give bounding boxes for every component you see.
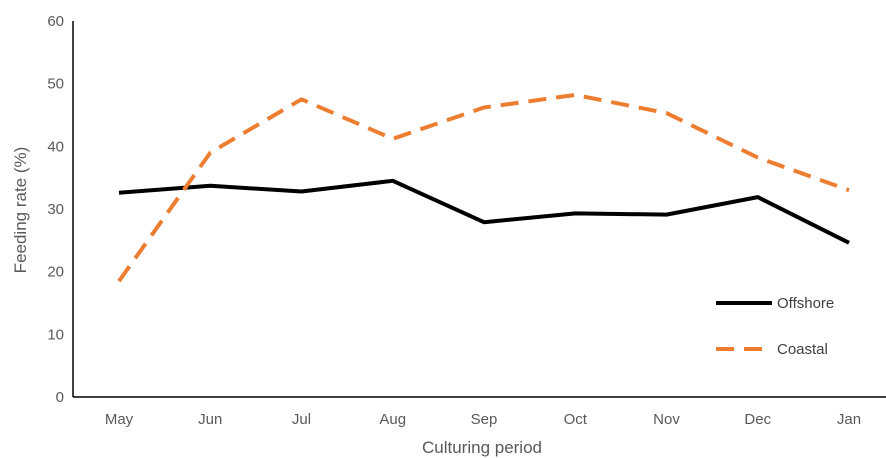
y-tick-labels: 0 10 20 30 40 50 60 (47, 13, 64, 406)
x-tick-label: Jan (837, 411, 861, 428)
x-tick-label: Jun (198, 411, 222, 428)
legend-label-coastal: Coastal (777, 341, 828, 358)
y-axis: 0 10 20 30 40 50 60 (47, 13, 74, 406)
x-tick-label: Aug (379, 411, 406, 428)
legend: Offshore Coastal (716, 295, 834, 358)
y-tick-label: 10 (47, 326, 64, 343)
x-tick-label: Oct (564, 411, 588, 428)
x-axis-title: Culturing period (422, 438, 542, 457)
x-tick-label: Jul (292, 411, 311, 428)
x-tick-label: Nov (653, 411, 680, 428)
x-tick-label: May (105, 411, 134, 428)
series-line-coastal (117, 92, 850, 283)
y-axis-title: Feeding rate (%) (11, 147, 30, 274)
x-tick-labels: May Jun Jul Aug Sep Oct Nov Dec Jan (105, 411, 861, 428)
y-tick-label: 0 (56, 389, 64, 406)
y-tick-label: 40 (47, 138, 64, 155)
x-tick-label: Sep (471, 411, 498, 428)
legend-label-offshore: Offshore (777, 295, 834, 312)
x-axis: May Jun Jul Aug Sep Oct Nov Dec Jan (73, 396, 886, 428)
y-tick-label: 60 (47, 13, 64, 30)
y-tick-label: 30 (47, 201, 64, 218)
x-tick-label: Dec (744, 411, 771, 428)
series-line-offshore (118, 178, 850, 245)
y-tick-label: 50 (47, 76, 64, 93)
y-tick-label: 20 (47, 264, 64, 281)
series-layer (117, 92, 850, 283)
